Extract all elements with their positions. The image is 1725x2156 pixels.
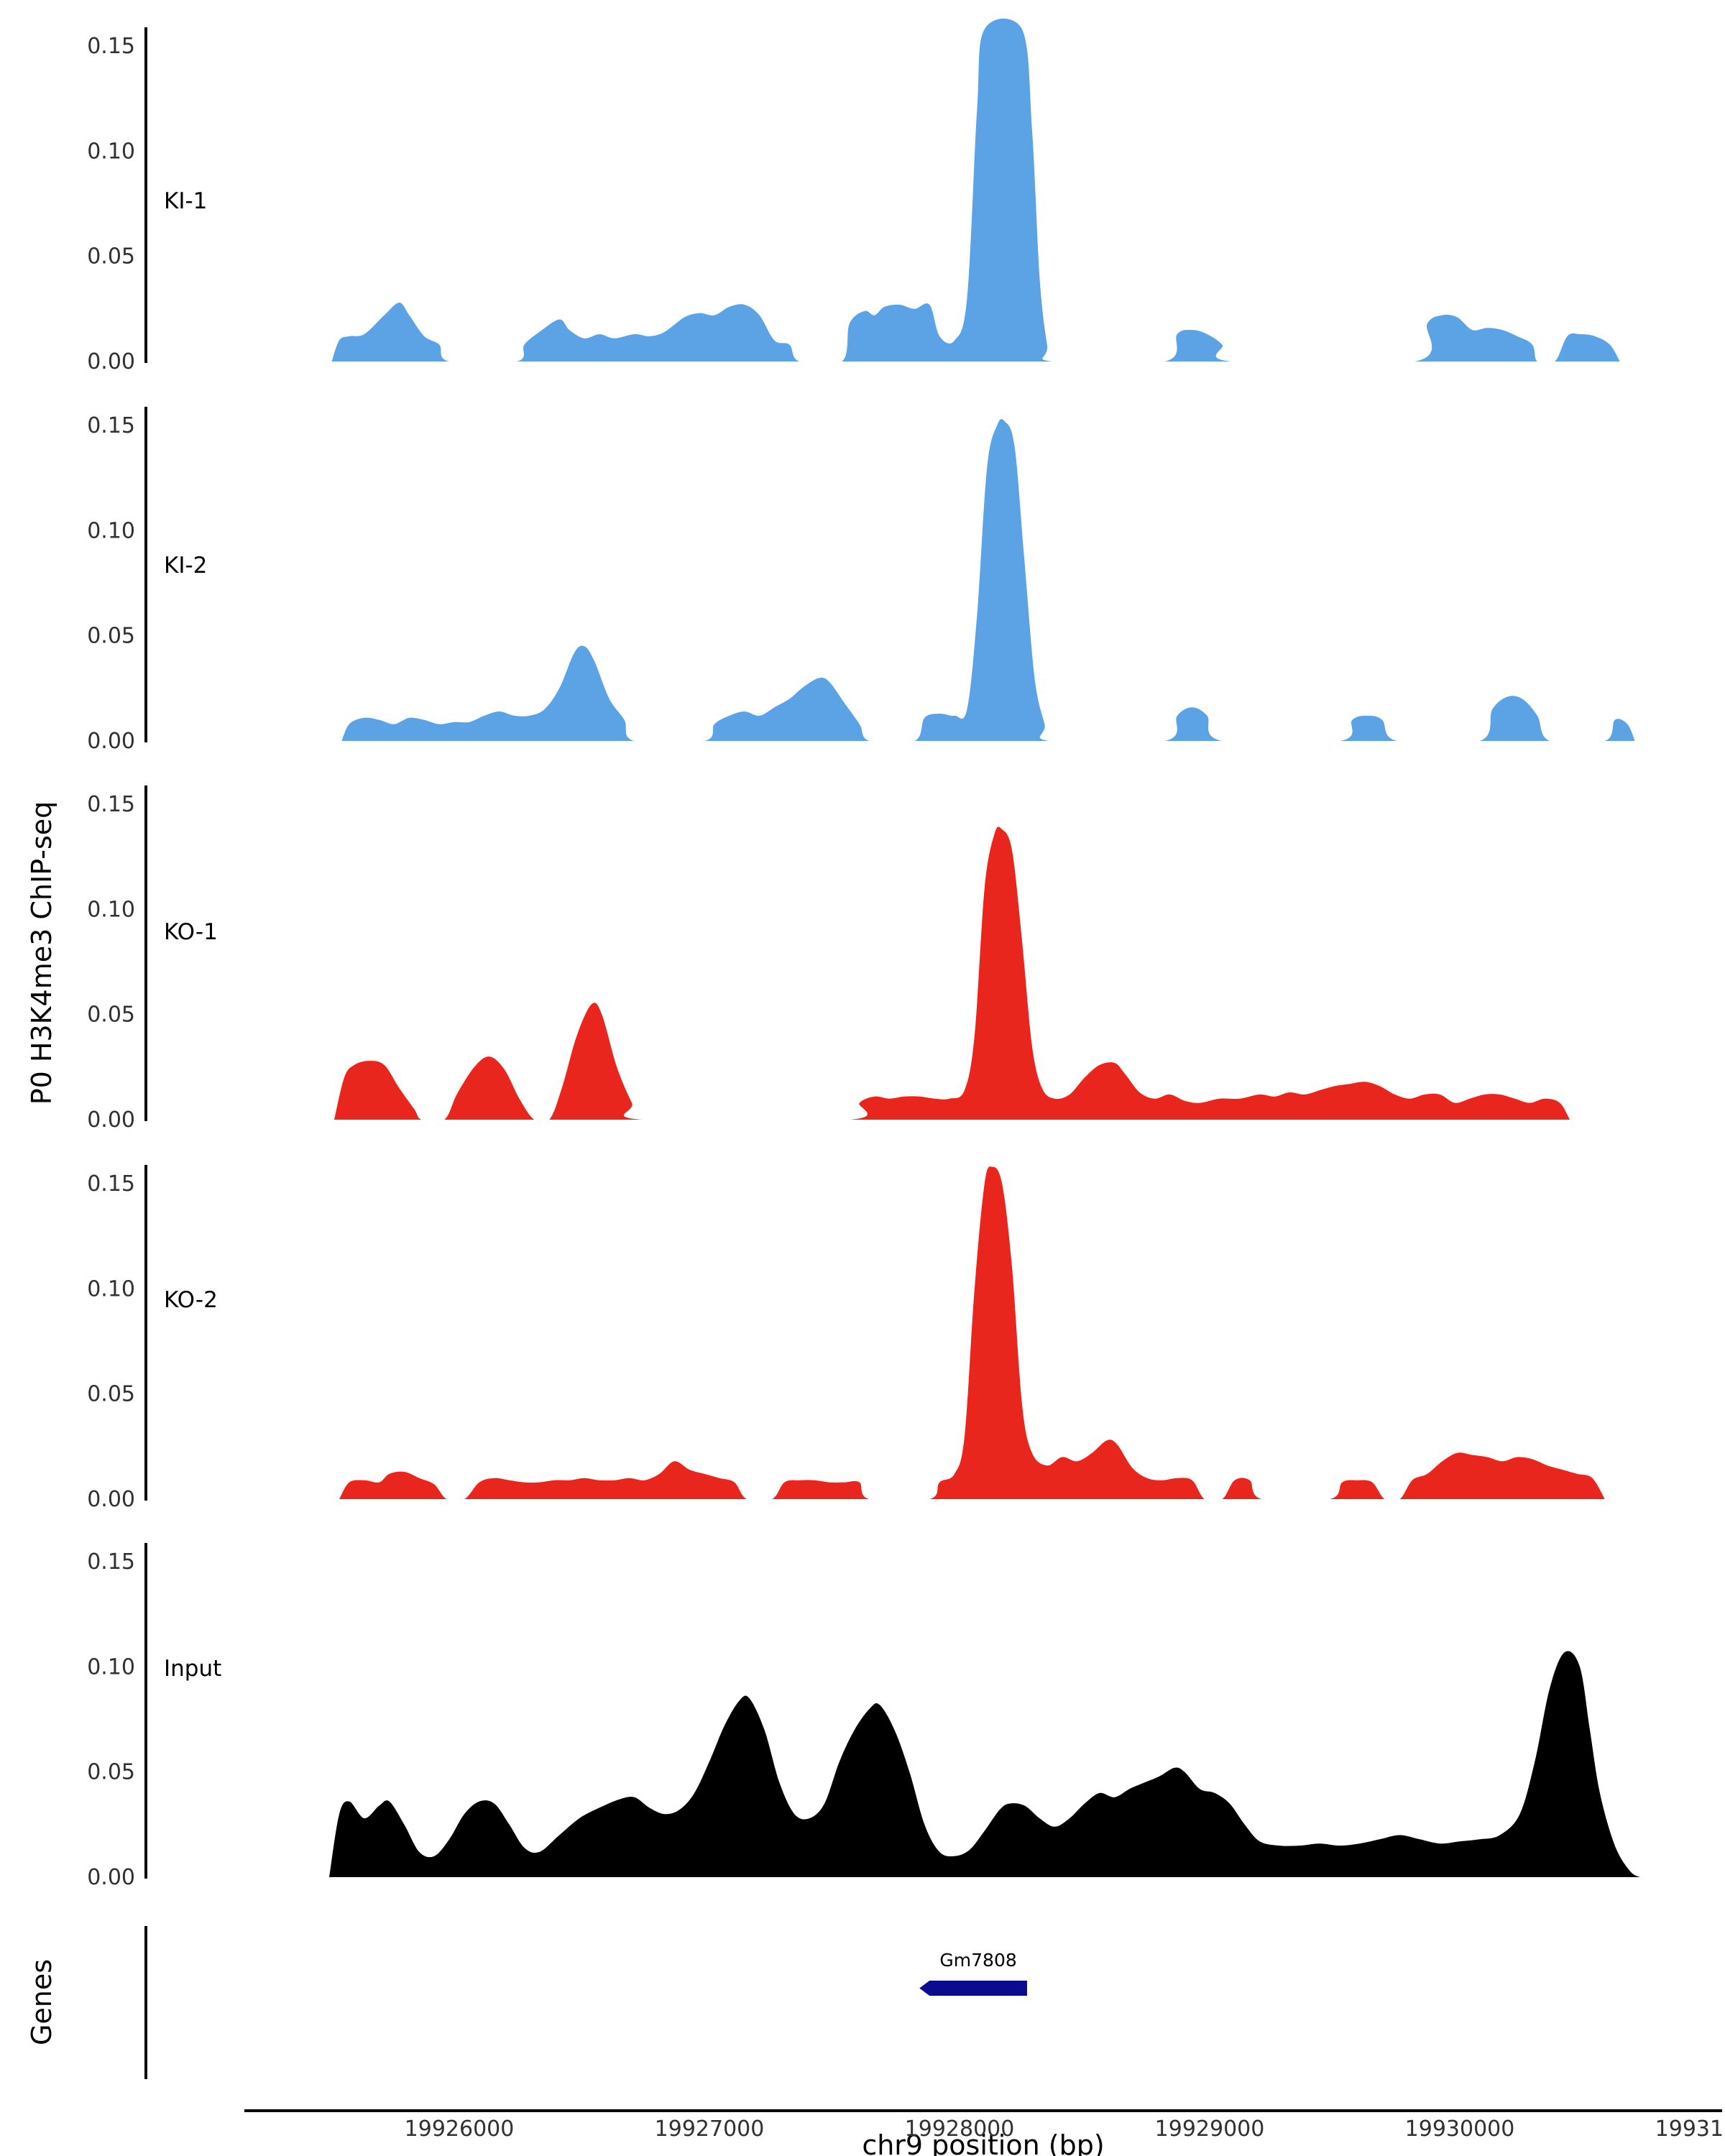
track-label-ko-2: KO-2 [164,1287,218,1313]
track-label-ki-1: KI-1 [164,188,207,214]
y-tick-label: 0.05 [87,1760,135,1785]
x-tick-label: 19928000 [905,2116,1015,2142]
x-tick-label: 19931000 [1655,2116,1725,2142]
x-axis-title: chr9 position (bp) [862,2129,1105,2156]
y-tick-label: 0.10 [87,139,135,164]
y-tick-label: 0.05 [87,1382,135,1407]
y-tick-label: 0.00 [87,1487,135,1512]
y-tick-label: 0.15 [87,1549,135,1575]
track-area-input [329,1651,1640,1877]
y-tick-label: 0.10 [87,1276,135,1302]
x-tick-label: 19926000 [405,2116,515,2142]
y-tick-label: 0.15 [87,1171,135,1197]
y-tick-label: 0.15 [87,34,135,59]
x-tick-label: 19929000 [1155,2116,1265,2142]
y-tick-label: 0.05 [87,1003,135,1028]
y-tick-label: 0.00 [87,729,135,754]
y-tick-label: 0.00 [87,349,135,374]
track-label-input: Input [164,1656,221,1682]
y-tick-label: 0.00 [87,1865,135,1890]
y-tick-label: 0.15 [87,792,135,817]
gene-body [919,1981,1027,1996]
y-tick-label: 0.05 [87,244,135,270]
track-label-ko-1: KO-1 [164,919,218,945]
track-area-ki-2 [341,419,1635,741]
gene-label: Gm7808 [939,1950,1016,1971]
track-area-ki-1 [331,18,1620,361]
x-tick-label: 19930000 [1405,2116,1515,2142]
y-tick-label: 0.00 [87,1107,135,1133]
y-tick-label: 0.10 [87,518,135,543]
track-label-ki-2: KI-2 [164,553,207,579]
x-tick-label: 19927000 [655,2116,765,2142]
y-tick-label: 0.05 [87,624,135,649]
y-tick-label: 0.10 [87,1654,135,1680]
y-tick-label: 0.15 [87,413,135,438]
track-area-ko-2 [339,1166,1605,1499]
y-tick-label: 0.10 [87,897,135,922]
track-area-ko-1 [334,826,1570,1120]
